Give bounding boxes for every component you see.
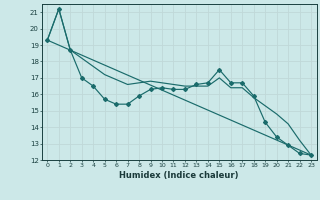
- X-axis label: Humidex (Indice chaleur): Humidex (Indice chaleur): [119, 171, 239, 180]
